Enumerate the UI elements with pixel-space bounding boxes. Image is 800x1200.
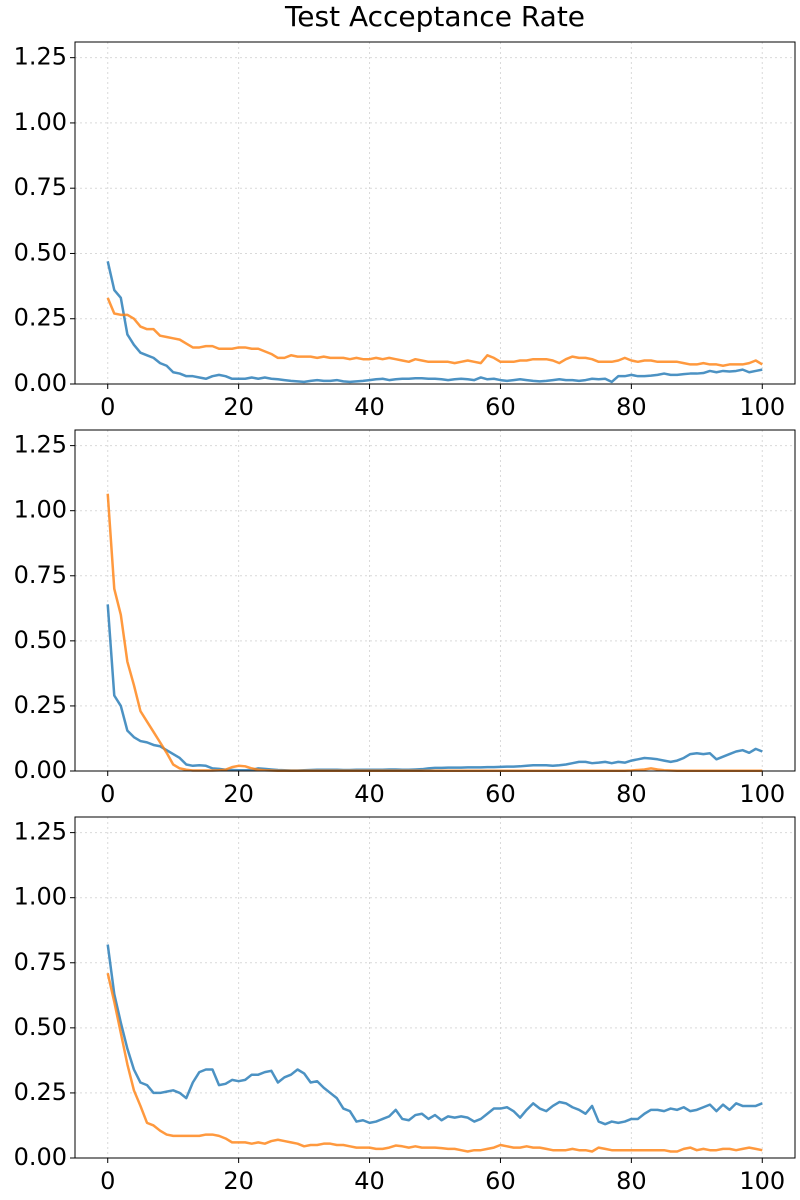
x-tick-label: 60	[485, 1167, 516, 1195]
y-tick-label: 1.00	[14, 108, 67, 136]
plot-frame	[74, 816, 796, 1159]
y-tick-label: 0.25	[14, 691, 67, 719]
x-tick-label: 20	[223, 393, 254, 421]
y-tick-label: 0.00	[14, 1143, 67, 1171]
x-tick-label: 0	[100, 1167, 115, 1195]
y-tick-label: 1.25	[14, 43, 67, 71]
y-tick-label: 0.00	[14, 756, 67, 784]
y-tick-label: 1.00	[14, 883, 67, 911]
y-tick-label: 1.25	[14, 431, 67, 459]
y-tick-label: 0.25	[14, 1078, 67, 1106]
x-tick-label: 100	[739, 780, 785, 808]
x-tick-label: 80	[616, 780, 647, 808]
y-tick-label: 0.75	[14, 173, 67, 201]
line-series	[106, 261, 763, 384]
plot-frame	[74, 41, 796, 385]
y-tick-label: 1.25	[14, 818, 67, 846]
x-tick-label: 0	[100, 393, 115, 421]
line-series	[106, 493, 763, 772]
x-tick-label: 80	[616, 393, 647, 421]
x-tick-label: 20	[223, 1167, 254, 1195]
x-tick-label: 100	[739, 393, 785, 421]
x-tick-label: 60	[485, 393, 516, 421]
y-tick-label: 0.75	[14, 948, 67, 976]
line-series	[106, 604, 763, 772]
x-tick-label: 100	[739, 1167, 785, 1195]
y-tick-label: 0.25	[14, 304, 67, 332]
x-tick-label: 0	[100, 780, 115, 808]
y-tick-label: 0.00	[14, 369, 67, 397]
y-tick-label: 0.50	[14, 1013, 67, 1041]
x-tick-label: 80	[616, 1167, 647, 1195]
x-tick-label: 20	[223, 780, 254, 808]
line-series	[106, 972, 763, 1153]
x-tick-label: 60	[485, 780, 516, 808]
line-series	[106, 944, 763, 1126]
plot-frame	[74, 429, 796, 772]
y-tick-label: 0.50	[14, 238, 67, 266]
y-tick-label: 1.00	[14, 496, 67, 524]
x-tick-label: 40	[354, 393, 385, 421]
x-tick-label: 40	[354, 780, 385, 808]
line-series	[106, 297, 763, 367]
x-tick-label: 40	[354, 1167, 385, 1195]
y-tick-label: 0.50	[14, 626, 67, 654]
y-tick-label: 0.75	[14, 561, 67, 589]
chart-title: Test Acceptance Rate	[284, 0, 585, 33]
